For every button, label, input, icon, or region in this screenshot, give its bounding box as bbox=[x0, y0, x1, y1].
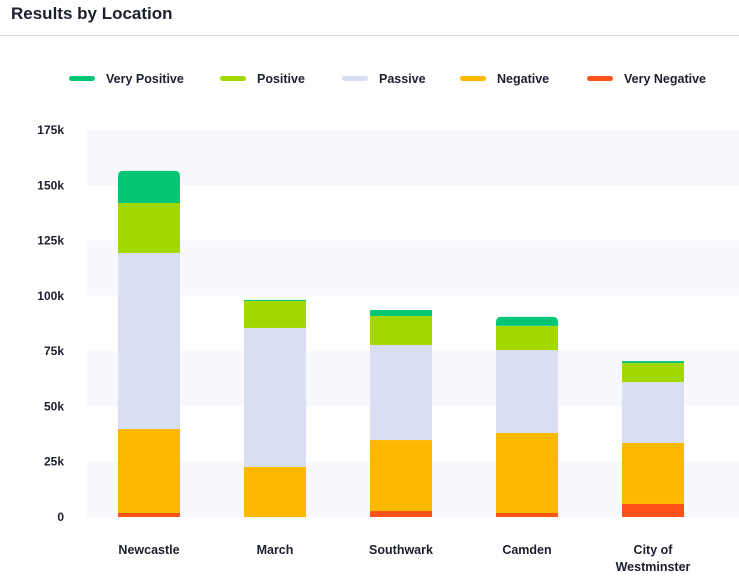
bar-segment[interactable] bbox=[118, 202, 180, 253]
divider bbox=[0, 35, 739, 36]
bar-segment[interactable] bbox=[370, 344, 432, 441]
page-title: Results by Location bbox=[11, 4, 173, 23]
bar-segment[interactable] bbox=[622, 382, 684, 443]
legend-label[interactable]: Positive bbox=[257, 72, 305, 86]
bar-segment[interactable] bbox=[370, 310, 432, 316]
bar-segment[interactable] bbox=[370, 440, 432, 512]
legend-swatch bbox=[69, 76, 95, 81]
legend-label[interactable]: Very Negative bbox=[624, 72, 706, 86]
y-tick-label: 175k bbox=[37, 123, 64, 137]
bar-segment[interactable] bbox=[370, 315, 432, 345]
bar-segment[interactable] bbox=[118, 428, 180, 514]
bar-segment[interactable] bbox=[118, 170, 180, 203]
x-tick-label: Southwark bbox=[369, 543, 433, 557]
bar-segment[interactable] bbox=[496, 432, 558, 514]
bar-segment[interactable] bbox=[118, 513, 180, 517]
bar-segment[interactable] bbox=[244, 300, 306, 328]
y-tick-label: 75k bbox=[44, 344, 64, 358]
bar-segment[interactable] bbox=[496, 513, 558, 517]
y-tick-label: 150k bbox=[37, 178, 64, 192]
bar-segment[interactable] bbox=[622, 503, 684, 517]
grid-band bbox=[87, 130, 739, 186]
bar-segment[interactable] bbox=[244, 467, 306, 517]
bar-segment[interactable] bbox=[118, 252, 180, 429]
bar-segment[interactable] bbox=[244, 327, 306, 468]
y-tick-label: 100k bbox=[37, 289, 64, 303]
y-tick-label: 0 bbox=[57, 510, 64, 524]
bar-segment[interactable] bbox=[496, 350, 558, 433]
bar-segment[interactable] bbox=[622, 363, 684, 383]
x-tick-label: Westminster bbox=[616, 560, 691, 574]
x-tick-label: Newcastle bbox=[118, 543, 179, 557]
legend-swatch bbox=[587, 76, 613, 81]
x-tick-label: Camden bbox=[502, 543, 551, 557]
x-tick-label: March bbox=[257, 543, 294, 557]
legend-label[interactable]: Passive bbox=[379, 72, 426, 86]
legend-swatch bbox=[342, 76, 368, 81]
y-tick-label: 50k bbox=[44, 399, 64, 413]
bar-segment[interactable] bbox=[244, 299, 306, 301]
bar-segment[interactable] bbox=[496, 325, 558, 351]
bar-segment[interactable] bbox=[622, 361, 684, 364]
grid-band bbox=[87, 240, 739, 296]
y-tick-label: 25k bbox=[44, 455, 64, 469]
legend-swatch bbox=[220, 76, 246, 81]
legend-swatch bbox=[460, 76, 486, 81]
bar-segment[interactable] bbox=[370, 511, 432, 517]
legend-label[interactable]: Negative bbox=[497, 72, 549, 86]
y-tick-label: 125k bbox=[37, 234, 64, 248]
bar-segment[interactable] bbox=[622, 442, 684, 504]
x-tick-label: City of bbox=[634, 543, 674, 557]
legend-label[interactable]: Very Positive bbox=[106, 72, 184, 86]
bar-segment[interactable] bbox=[496, 316, 558, 326]
